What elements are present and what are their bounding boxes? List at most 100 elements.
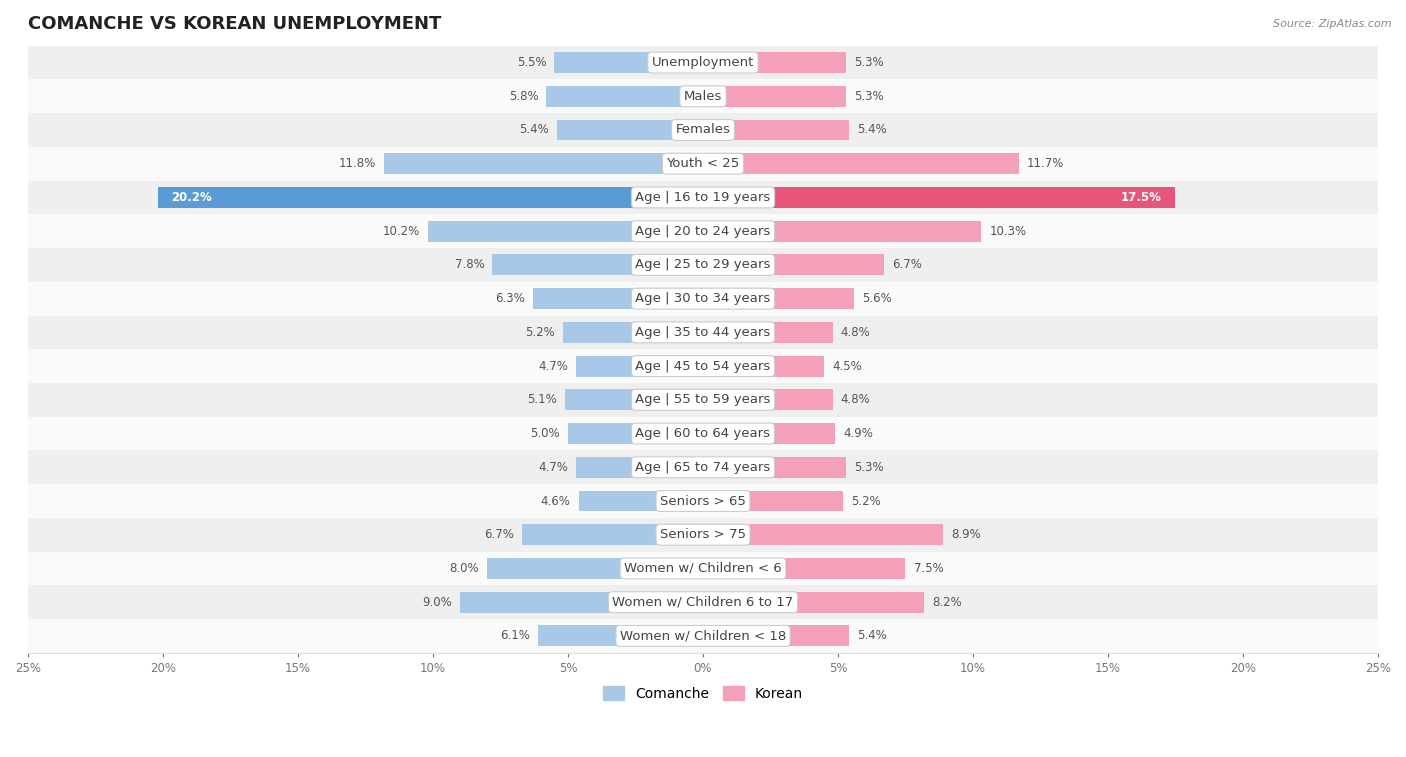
Bar (703, 491, 844, 512)
Text: Age | 35 to 44 years: Age | 35 to 44 years (636, 326, 770, 339)
Text: Seniors > 65: Seniors > 65 (659, 494, 747, 507)
Bar (28, 585, 1378, 619)
Text: 11.8%: 11.8% (339, 157, 377, 170)
Text: Age | 60 to 64 years: Age | 60 to 64 years (636, 427, 770, 440)
Text: 5.5%: 5.5% (517, 56, 547, 69)
Bar (547, 86, 703, 107)
Bar (703, 221, 981, 241)
Text: Age | 25 to 29 years: Age | 25 to 29 years (636, 258, 770, 272)
Bar (157, 187, 703, 208)
Bar (28, 113, 1378, 147)
Bar (28, 282, 1378, 316)
Bar (486, 558, 703, 579)
Bar (538, 625, 703, 646)
Bar (28, 383, 1378, 416)
Text: Source: ZipAtlas.com: Source: ZipAtlas.com (1274, 19, 1392, 29)
Text: Unemployment: Unemployment (652, 56, 754, 69)
Bar (557, 120, 703, 141)
Text: 10.2%: 10.2% (382, 225, 419, 238)
Text: 11.7%: 11.7% (1026, 157, 1064, 170)
Text: 4.7%: 4.7% (538, 360, 568, 372)
Bar (28, 214, 1378, 248)
Text: Females: Females (675, 123, 731, 136)
Bar (703, 625, 849, 646)
Text: 5.2%: 5.2% (524, 326, 554, 339)
Bar (562, 322, 703, 343)
Text: 6.7%: 6.7% (484, 528, 515, 541)
Bar (703, 356, 824, 376)
Text: 4.5%: 4.5% (832, 360, 862, 372)
Bar (460, 592, 703, 612)
Text: 5.4%: 5.4% (856, 629, 887, 643)
Text: 5.3%: 5.3% (855, 461, 884, 474)
Bar (28, 79, 1378, 113)
Bar (522, 525, 703, 545)
Text: 5.4%: 5.4% (519, 123, 550, 136)
Bar (28, 518, 1378, 552)
Bar (703, 86, 846, 107)
Bar (28, 147, 1378, 181)
Bar (579, 491, 703, 512)
Text: 7.8%: 7.8% (454, 258, 484, 272)
Bar (703, 456, 846, 478)
Text: 5.3%: 5.3% (855, 56, 884, 69)
Bar (703, 52, 846, 73)
Bar (703, 423, 835, 444)
Bar (703, 525, 943, 545)
Bar (703, 389, 832, 410)
Bar (533, 288, 703, 309)
Bar (28, 316, 1378, 349)
Text: 4.8%: 4.8% (841, 394, 870, 407)
Text: 8.0%: 8.0% (450, 562, 479, 575)
Legend: Comanche, Korean: Comanche, Korean (598, 681, 808, 706)
Text: Age | 30 to 34 years: Age | 30 to 34 years (636, 292, 770, 305)
Bar (703, 322, 832, 343)
Text: 6.7%: 6.7% (891, 258, 922, 272)
Bar (568, 423, 703, 444)
Bar (703, 288, 855, 309)
Text: COMANCHE VS KOREAN UNEMPLOYMENT: COMANCHE VS KOREAN UNEMPLOYMENT (28, 15, 441, 33)
Text: 5.2%: 5.2% (852, 494, 882, 507)
Text: Seniors > 75: Seniors > 75 (659, 528, 747, 541)
Text: 7.5%: 7.5% (914, 562, 943, 575)
Text: 4.6%: 4.6% (541, 494, 571, 507)
Text: 5.0%: 5.0% (530, 427, 560, 440)
Bar (492, 254, 703, 276)
Text: Youth < 25: Youth < 25 (666, 157, 740, 170)
Bar (565, 389, 703, 410)
Text: 20.2%: 20.2% (172, 191, 212, 204)
Bar (576, 456, 703, 478)
Bar (28, 484, 1378, 518)
Text: Males: Males (683, 90, 723, 103)
Text: Age | 55 to 59 years: Age | 55 to 59 years (636, 394, 770, 407)
Text: 5.4%: 5.4% (856, 123, 887, 136)
Text: 8.9%: 8.9% (952, 528, 981, 541)
Text: 8.2%: 8.2% (932, 596, 962, 609)
Text: 9.0%: 9.0% (422, 596, 451, 609)
Text: Women w/ Children < 18: Women w/ Children < 18 (620, 629, 786, 643)
Bar (28, 248, 1378, 282)
Text: Women w/ Children 6 to 17: Women w/ Children 6 to 17 (613, 596, 793, 609)
Text: 10.3%: 10.3% (990, 225, 1026, 238)
Bar (703, 254, 884, 276)
Text: 17.5%: 17.5% (1121, 191, 1161, 204)
Text: 5.1%: 5.1% (527, 394, 557, 407)
Text: 5.8%: 5.8% (509, 90, 538, 103)
Text: 5.6%: 5.6% (862, 292, 891, 305)
Bar (28, 450, 1378, 484)
Text: 4.8%: 4.8% (841, 326, 870, 339)
Bar (28, 619, 1378, 653)
Bar (703, 592, 924, 612)
Text: Age | 65 to 74 years: Age | 65 to 74 years (636, 461, 770, 474)
Bar (703, 558, 905, 579)
Bar (427, 221, 703, 241)
Text: Age | 20 to 24 years: Age | 20 to 24 years (636, 225, 770, 238)
Bar (384, 153, 703, 174)
Bar (703, 120, 849, 141)
Bar (28, 45, 1378, 79)
Bar (703, 153, 1019, 174)
Text: 6.3%: 6.3% (495, 292, 524, 305)
Text: Age | 45 to 54 years: Age | 45 to 54 years (636, 360, 770, 372)
Text: 4.9%: 4.9% (844, 427, 873, 440)
Text: 6.1%: 6.1% (501, 629, 530, 643)
